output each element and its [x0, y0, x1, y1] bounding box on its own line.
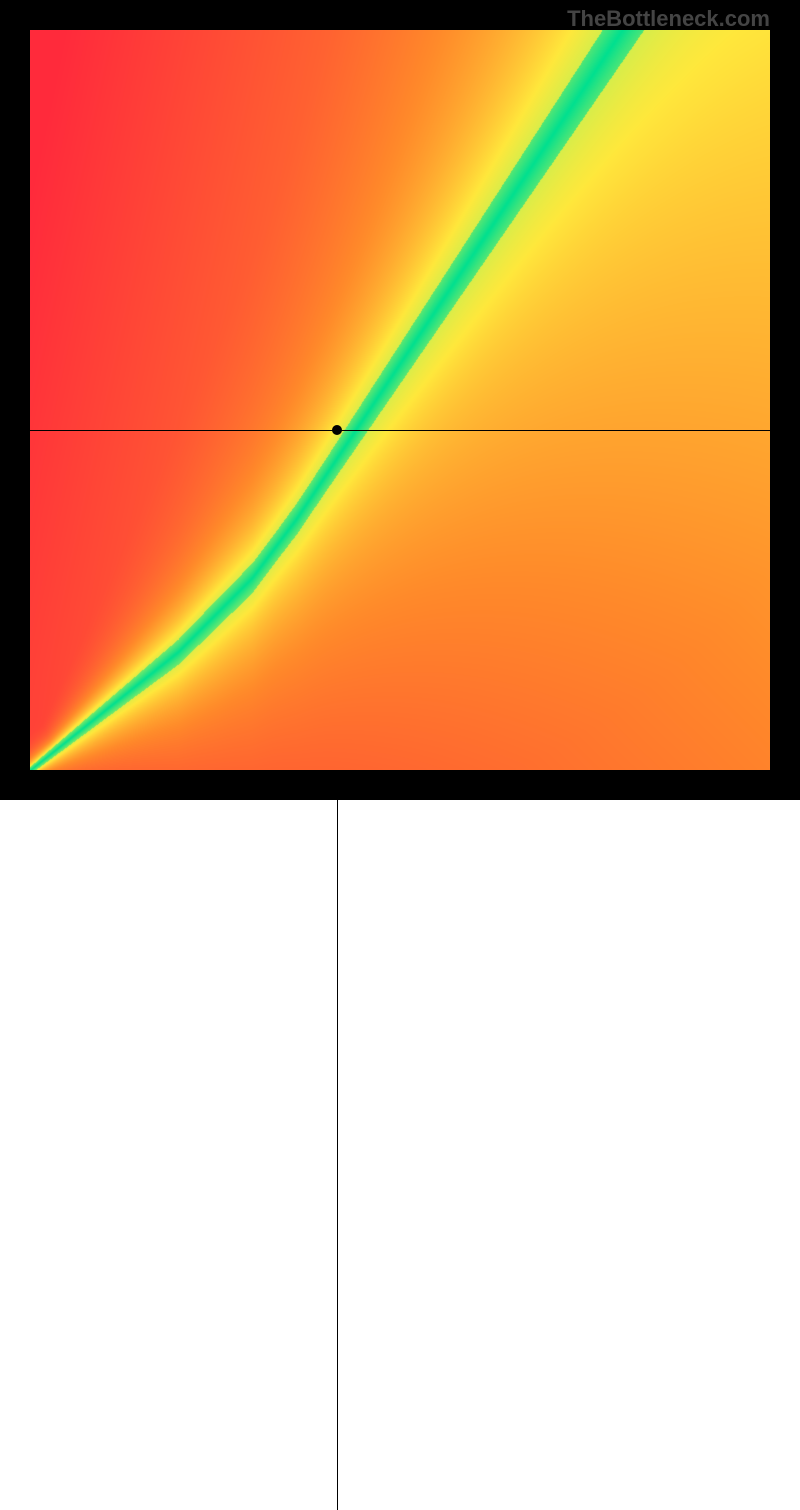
crosshair-vertical [337, 770, 338, 1510]
watermark-text: TheBottleneck.com [567, 6, 770, 32]
heatmap-canvas [30, 30, 770, 770]
crosshair-horizontal [30, 430, 770, 431]
plot-area [30, 30, 770, 770]
chart-container: TheBottleneck.com [0, 0, 800, 800]
crosshair-marker [332, 425, 342, 435]
